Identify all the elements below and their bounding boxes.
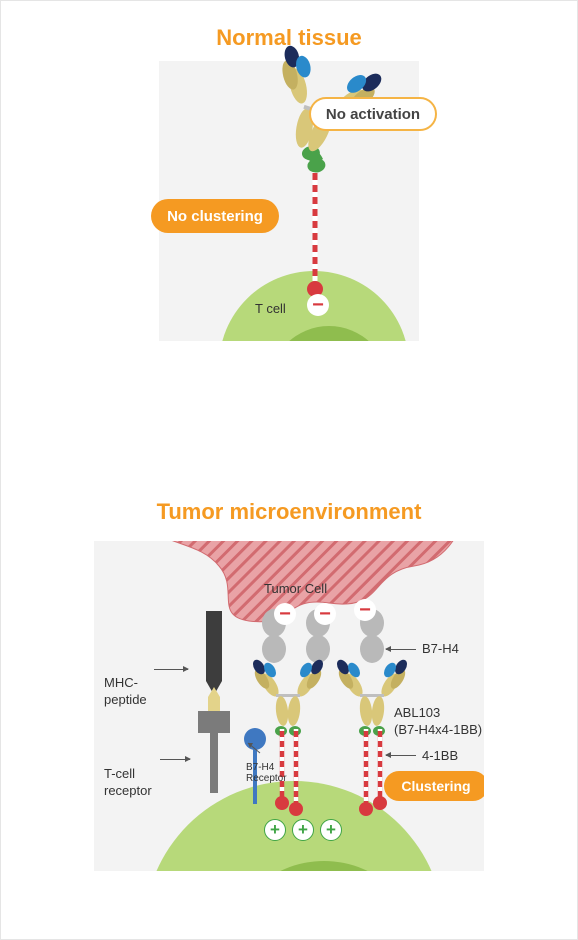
minus-1: −	[274, 603, 296, 625]
b7h4-label-text: B7-H4	[422, 641, 459, 656]
normal-diagram: No activation No clustering T cell −	[159, 61, 419, 341]
mhc-label: MHC- peptide	[104, 659, 147, 708]
abl103-label-text: ABL103 (B7-H4x4-1BB)	[394, 705, 482, 736]
minus-sign-normal: −	[307, 294, 329, 316]
b7h4r-label: B7-H4 Receptor	[246, 751, 287, 784]
tcell-shape	[159, 221, 419, 341]
tcell-label: T cell	[255, 301, 286, 317]
mhc-arrow	[154, 669, 188, 670]
plus-1: +	[264, 819, 286, 841]
b7h4-arrow	[386, 649, 416, 650]
tcr-label: T-cell receptor	[104, 750, 152, 799]
tumor-cell-label: Tumor Cell	[264, 581, 327, 597]
clustering-text: Clustering	[401, 778, 470, 794]
tcr-arrow	[160, 759, 190, 760]
mhc-tcr	[184, 611, 244, 811]
clustering-badge: Clustering	[384, 771, 484, 801]
tumor-title-text: Tumor microenvironment	[157, 499, 422, 524]
b7h4r-label-text: B7-H4 Receptor	[246, 762, 287, 784]
no-clustering-badge: No clustering	[151, 199, 279, 233]
abl103-label: ABL103 (B7-H4x4-1BB)	[394, 689, 482, 738]
fourbb-label: 4-1BB	[422, 748, 458, 764]
minus-2: −	[314, 603, 336, 625]
plus-2: +	[292, 819, 314, 841]
fourbb-label-text: 4-1BB	[422, 748, 458, 763]
no-clustering-text: No clustering	[167, 208, 263, 225]
no-activation-badge: No activation	[309, 97, 437, 131]
tumor-diagram: Tumor Cell	[94, 541, 484, 871]
tumor-cell-label-text: Tumor Cell	[264, 581, 327, 596]
b7h4r-arrow	[242, 741, 262, 755]
tumor-title: Tumor microenvironment	[1, 499, 577, 525]
tcell-label-text: T cell	[255, 301, 286, 316]
plus-3: +	[320, 819, 342, 841]
no-activation-text: No activation	[326, 106, 420, 123]
mhc-label-text: MHC- peptide	[104, 675, 147, 706]
fourbb-arrow	[386, 755, 416, 756]
minus-3: −	[354, 599, 376, 621]
tcr-label-text: T-cell receptor	[104, 766, 152, 797]
b7h4-label: B7-H4	[422, 641, 459, 657]
